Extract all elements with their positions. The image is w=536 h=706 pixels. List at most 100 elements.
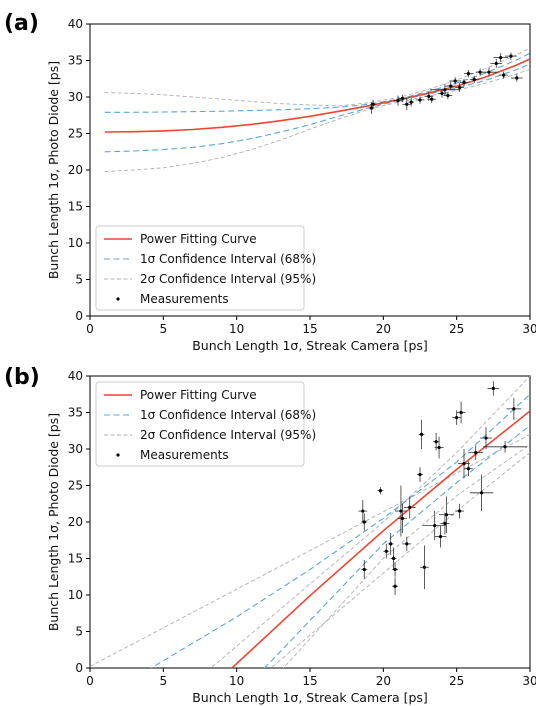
- chart1-measurement-point: [358, 500, 368, 522]
- chart1-marker-dot: [362, 520, 366, 524]
- chart1-ytick-label: 10: [68, 588, 83, 602]
- chart1-marker-dot: [462, 462, 466, 466]
- chart0-marker-dot: [494, 61, 498, 66]
- chart0-xtick-label: 25: [449, 322, 464, 336]
- chart1-marker-dot: [437, 445, 441, 450]
- chart0-marker-dot: [405, 102, 409, 106]
- chart1-marker-dot: [361, 509, 365, 513]
- chart1-measurement-point: [402, 536, 412, 552]
- chart1-measurement-point: [506, 397, 522, 420]
- chart0-ytick-label: 5: [75, 273, 83, 287]
- chart1-ci95-upper-line: [90, 434, 530, 667]
- chart1-marker-dot: [405, 542, 409, 546]
- chart1-ci95-lower-line: [282, 444, 530, 668]
- chart0-measurement-point: [455, 83, 464, 92]
- chart0-measurement-point: [490, 59, 503, 68]
- panel-b: (b) 0 5 10 15 20 25 30 0 5 10 15 20 25 30 35 40 Bunch Le…: [4, 365, 536, 705]
- chart1-marker-dot: [392, 556, 396, 561]
- chart0-legend: Power Fitting Curve 1σ Confidence Interva…: [95, 225, 316, 311]
- chart1-plot-area: [90, 376, 530, 668]
- chart0-measurement-point: [449, 77, 462, 85]
- chart1-measurement-point: [383, 543, 390, 559]
- chart0-ytick-label: 35: [68, 54, 83, 68]
- chart0-xtick-label: 10: [229, 322, 244, 336]
- chart1-ci95-upper-outer-line: [210, 376, 530, 668]
- chart1-ytick-label: 30: [68, 442, 83, 456]
- chart0-ytick-label: 25: [68, 127, 83, 141]
- chart1-marker-dot: [491, 386, 495, 391]
- chart1-marker-dot: [419, 432, 424, 436]
- chart0-measurement-point: [398, 94, 407, 103]
- chart1-marker-dot: [455, 416, 459, 420]
- chart0-marker-dot: [472, 77, 476, 82]
- chart1-xtick-label: 0: [86, 674, 94, 688]
- chart1-marker-dot: [443, 521, 447, 526]
- chart0-marker-dot: [515, 76, 519, 80]
- chart1-xtick-label: 20: [376, 674, 391, 688]
- chart0-measurement-point: [505, 52, 517, 60]
- chart0-ytick-label: 20: [68, 163, 83, 177]
- chart1-ytick-label: 25: [68, 479, 83, 493]
- chart0-marker-dot: [371, 102, 375, 106]
- chart1-measurement-point: [361, 559, 368, 579]
- chart1-measurement-point: [464, 461, 473, 477]
- chart0-marker-dot: [418, 98, 422, 102]
- chart1-measurement-point: [439, 496, 454, 533]
- chart1-marker-dot: [389, 542, 393, 546]
- chart0-marker-dot: [400, 96, 404, 101]
- chart1-xtick-label: 15: [302, 674, 317, 688]
- chart1-xtick-label: 30: [522, 674, 536, 688]
- chart1-legend-entry: Power Fitting Curve: [140, 388, 257, 402]
- chart1-measurement-point: [395, 485, 407, 537]
- chart1-ytick-label: 40: [68, 369, 83, 383]
- chart1-ytick-label: 5: [75, 625, 83, 639]
- chart0-ci68-upper-line: [104, 52, 530, 113]
- chart0-measurement-point: [499, 71, 508, 79]
- chart0-measurement-point: [408, 97, 415, 107]
- chart1-marker-dot: [400, 516, 404, 520]
- chart1-marker-dot: [484, 436, 488, 440]
- chart0-measurement-point: [443, 91, 453, 100]
- chart1-measurement-point: [455, 503, 464, 519]
- chart0-measurement-point: [430, 83, 460, 96]
- chart0-marker-dot: [443, 88, 447, 92]
- chart1-marker-dot: [408, 505, 412, 509]
- chart1-measurement-point: [468, 445, 484, 460]
- chart1-ci95-lower-outer-line: [270, 452, 530, 668]
- chart1-marker-dot: [503, 445, 507, 449]
- chart0-xtick-label: 30: [522, 322, 536, 336]
- chart1-marker-dot: [444, 513, 448, 517]
- chart1-marker-dot: [512, 407, 516, 411]
- chart1-measurement-point: [403, 496, 416, 519]
- chart1-marker-dot: [399, 509, 403, 513]
- chart0-marker-dot: [440, 91, 444, 95]
- chart1-marker-dot: [393, 567, 397, 572]
- chart0-ytick-label: 15: [68, 200, 83, 214]
- chart0-measurement-point: [427, 95, 437, 103]
- chart1-legend-box: [95, 381, 305, 467]
- chart1-measurement-point: [377, 486, 384, 495]
- chart0-marker-dot: [446, 93, 450, 98]
- chart0-ci68-lower-line: [104, 63, 530, 153]
- chart0-legend-entry: 1σ Confidence Interval (68%): [140, 252, 316, 266]
- chart0-fit-line: [104, 58, 530, 133]
- chart1-ci68-upper-line: [150, 393, 530, 668]
- chart1-marker-dot: [378, 489, 382, 493]
- chart0-marker-dot: [499, 55, 503, 60]
- chart0-marker-dot: [409, 100, 413, 104]
- chart1-measurement-point: [440, 512, 450, 535]
- panel-a-letter: (a): [4, 11, 39, 36]
- chart1-marker-dot: [384, 549, 388, 553]
- chart1-fit-line: [230, 410, 530, 668]
- chart1-marker-dot: [459, 410, 463, 415]
- chart1-measurement-point: [487, 381, 500, 396]
- chart0-legend-entry: Power Fitting Curve: [140, 232, 257, 246]
- chart1-ytick-label: 0: [75, 661, 83, 675]
- chart0-legend-entry: Measurements: [140, 292, 229, 306]
- chart0-marker-dot: [449, 84, 453, 88]
- chart1-measurement-point: [483, 440, 528, 453]
- chart1-measurement-point: [392, 562, 398, 577]
- chart0-marker-dot: [427, 94, 431, 98]
- chart1-measurement-point: [417, 467, 423, 482]
- chart1-marker-dot: [438, 535, 443, 539]
